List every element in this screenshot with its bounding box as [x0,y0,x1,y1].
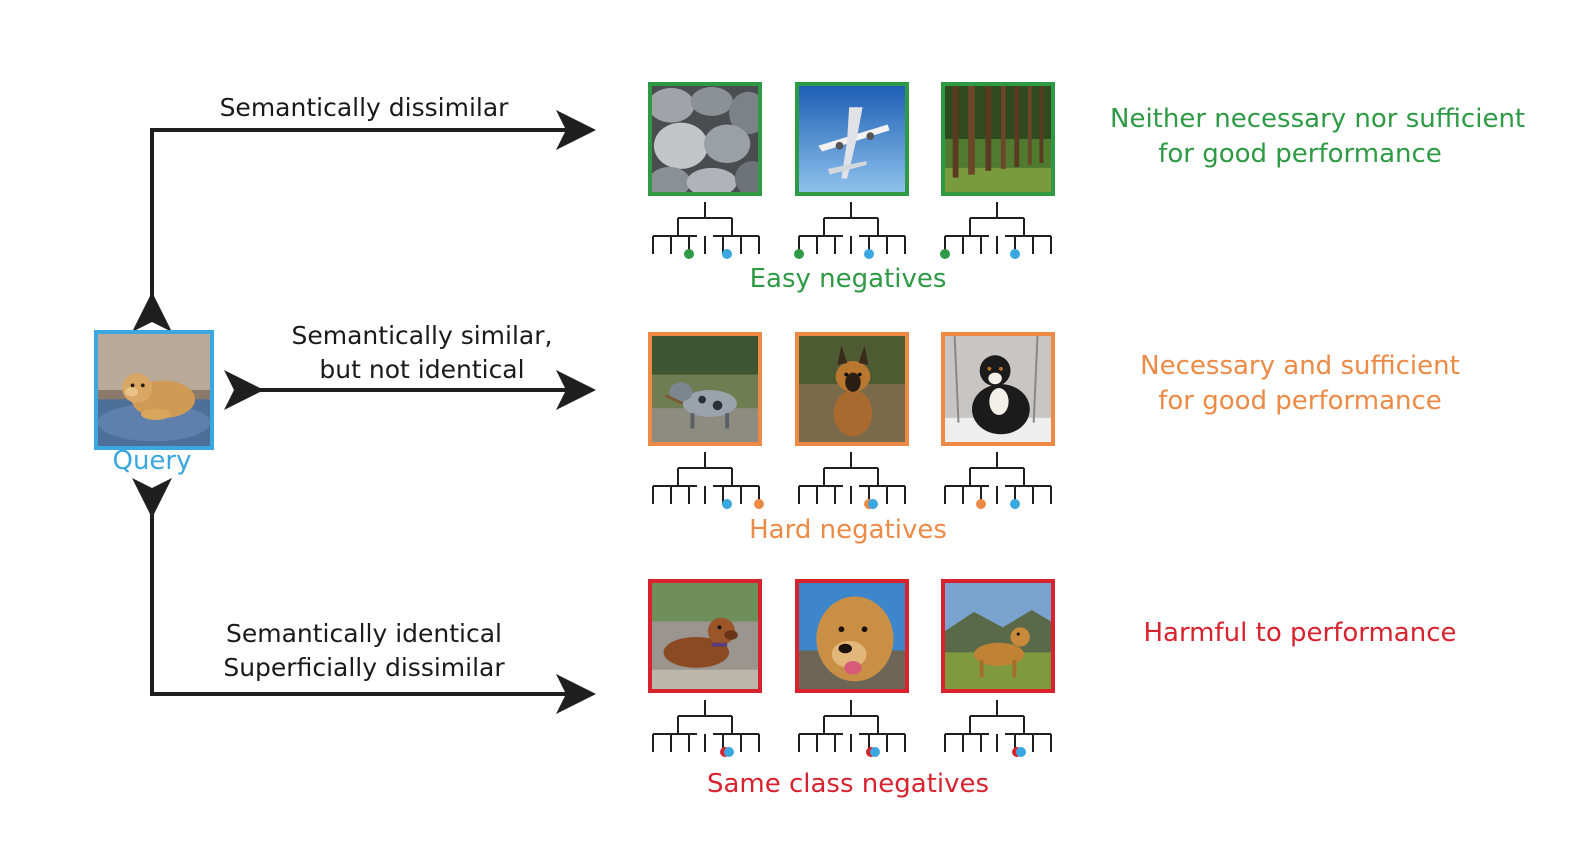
same-group-label: Same class negatives [706,769,990,799]
hard-image-1 [648,332,762,446]
easy-image-1 [648,82,762,196]
label-semantically-identical: Semantically identical Superficially dis… [214,617,514,685]
leaf-dot-hard [754,499,764,509]
query-label: Query [112,446,192,476]
easy-group-label: Easy negatives [749,264,947,294]
leaf-dot-query [722,249,732,259]
hard-description-line1: Necessary and sufficient [1140,351,1460,381]
label-semantically-identical-line2: Superficially dissimilar [223,653,505,682]
same-description-line1: Harmful to performance [1143,618,1457,648]
label-semantically-similar-line2: but not identical [319,355,525,384]
leaf-dot-easy [794,249,804,259]
leaf-dot-query [1016,747,1026,757]
golden-retriever-on-hill-icon [945,583,1051,689]
leaf-dot-query [724,747,734,757]
label-semantically-similar: Semantically similar, but not identical [272,319,572,387]
same-description: Harmful to performance [1110,616,1490,651]
german-shepherd-icon [799,336,905,442]
leaf-dot-easy [940,249,950,259]
leaf-dot-hard [976,499,986,509]
label-semantically-dissimilar: Semantically dissimilar [219,93,509,122]
hard-description: Necessary and sufficient for good perfor… [1110,349,1490,419]
same-image-2 [795,579,909,693]
label-semantically-identical-line1: Semantically identical [225,619,502,648]
airplane-icon [799,86,905,192]
same-image-3 [941,579,1055,693]
same-image-1 [648,579,762,693]
golden-retriever-closeup-icon [799,583,905,689]
merle-dog-in-puddle-icon [652,336,758,442]
hard-image-2 [795,332,909,446]
leaf-dot-easy [684,249,694,259]
leaf-dot-query [722,499,732,509]
leaf-dot-query [1010,499,1020,509]
query-image [94,330,214,450]
hard-group-label: Hard negatives [749,515,947,545]
leaf-dot-query [864,249,874,259]
arrow-semantically-dissimilar [132,110,596,332]
label-semantically-similar-line1: Semantically similar, [291,321,553,350]
forest-icon [945,86,1051,192]
leaf-dot-query [868,499,878,509]
easy-image-2 [795,82,909,196]
hard-description-line2: for good performance [1158,386,1442,416]
red-retriever-lying-icon [652,583,758,689]
leaf-dot-query [870,747,880,757]
pebbles-icon [652,86,758,192]
easy-description: Neither necessary nor sufficient for goo… [1110,102,1526,172]
leaf-dot-query [1010,249,1020,259]
easy-image-3 [941,82,1055,196]
arrow-semantically-identical [132,478,596,714]
easy-description-line2: for good performance [1158,139,1442,169]
hard-image-3 [941,332,1055,446]
easy-description-line1: Neither necessary nor sufficient [1110,104,1526,134]
bernese-dog-in-snow-icon [945,336,1051,442]
golden-puppy-on-bed-icon [98,334,210,446]
